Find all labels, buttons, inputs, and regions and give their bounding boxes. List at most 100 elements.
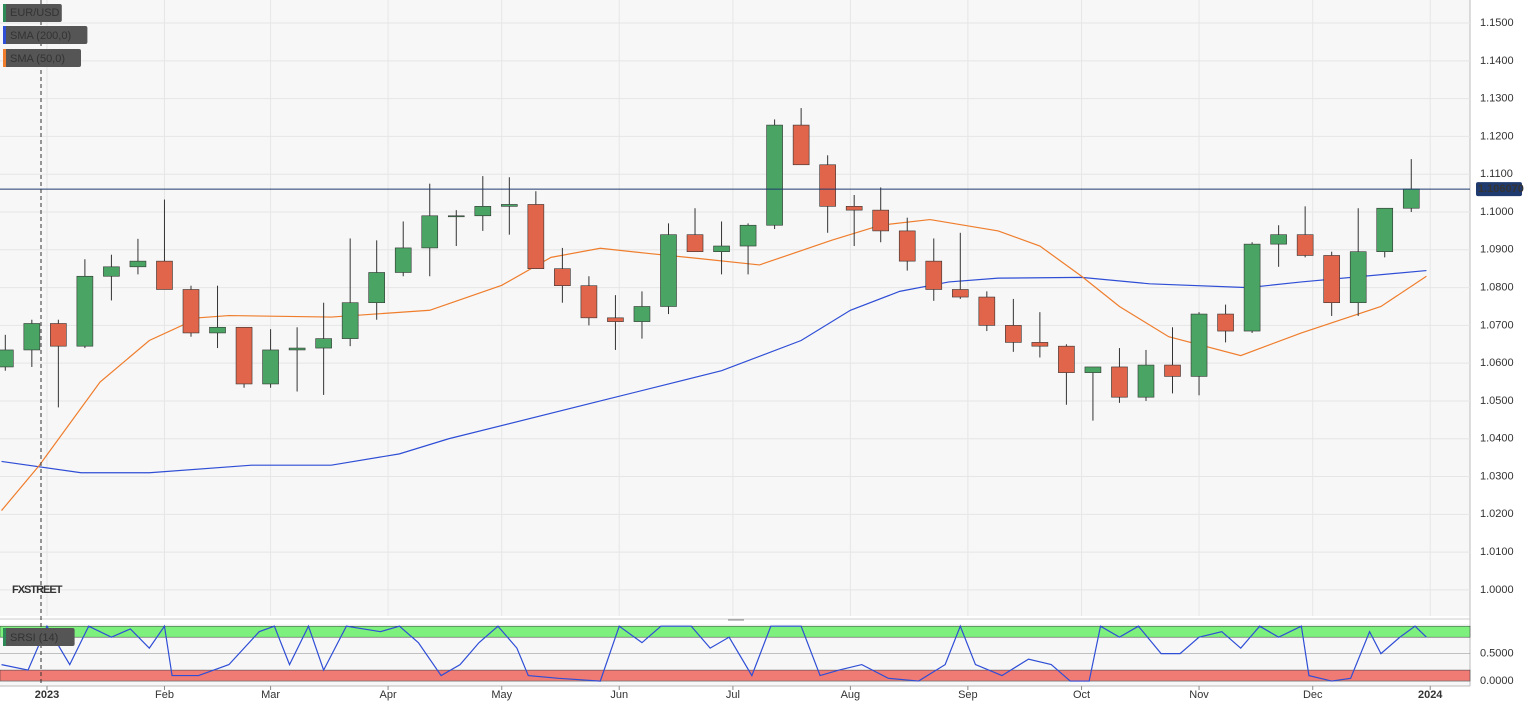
candle-body <box>1058 345 1075 373</box>
candle-body <box>182 289 200 334</box>
candle-body <box>1376 207 1394 252</box>
main-panel <box>0 0 1470 616</box>
y-tick-label: 1.1500 <box>1480 17 1514 29</box>
candle-body <box>50 323 67 347</box>
candle-body <box>713 245 730 252</box>
candle-body <box>474 206 492 217</box>
x-tick-label: Mar <box>261 689 280 701</box>
legend-label: SMA (200,0) <box>10 30 71 42</box>
line-series <box>1 624 1427 682</box>
candle-body <box>845 206 863 211</box>
candle-body <box>951 289 969 298</box>
band <box>0 669 1471 682</box>
candle-body <box>1270 234 1287 245</box>
x-tick-label: Feb <box>155 689 174 701</box>
y-tick-label: 1.0900 <box>1480 244 1514 256</box>
x-tick-label: Dec <box>1303 689 1323 701</box>
candle-body <box>394 247 412 273</box>
y-tick-label: 1.0000 <box>1480 584 1514 596</box>
candle-body <box>1084 366 1102 373</box>
candle-body <box>1402 188 1420 209</box>
candle-body <box>660 234 677 307</box>
candle-body <box>580 285 598 319</box>
legend-swatch <box>3 628 6 646</box>
x-tick-label: Aug <box>841 689 861 701</box>
x-tick-label: 2024 <box>1418 689 1443 701</box>
candle-body <box>554 268 571 287</box>
candle-body <box>1137 364 1155 398</box>
y-tick-label: 1.0600 <box>1480 357 1514 369</box>
x-tick-label: Sep <box>958 689 978 701</box>
candle-body <box>978 296 996 326</box>
x-tick-label: 2023 <box>35 689 59 701</box>
y-tick-label: 0.5000 <box>1480 648 1514 660</box>
candle-body <box>368 272 385 304</box>
y-tick-label: 0.0000 <box>1480 675 1514 687</box>
candle-body <box>23 323 41 351</box>
y-tick-label: 1.0400 <box>1480 433 1514 445</box>
line-series <box>1 218 1427 511</box>
y-tick-label: 1.1200 <box>1480 130 1514 142</box>
candle-body <box>1349 251 1367 304</box>
candle-body <box>235 326 253 385</box>
y-tick-label: 1.1100 <box>1480 168 1513 180</box>
y-tick-label: 1.1300 <box>1480 93 1514 105</box>
x-tick-label: Jul <box>726 689 740 701</box>
legend-swatch <box>3 49 6 67</box>
candle-body <box>1031 342 1049 347</box>
candle-body <box>288 347 306 351</box>
candle-body <box>1111 366 1128 398</box>
y-tick-label: 1.0100 <box>1480 546 1514 558</box>
x-tick-label: Jun <box>610 689 628 701</box>
candle-body <box>1190 313 1208 377</box>
x-tick-label: Nov <box>1189 689 1209 701</box>
candle-body <box>341 302 359 339</box>
band <box>0 625 1471 638</box>
line-series <box>1 269 1427 474</box>
y-tick-label: 1.0200 <box>1480 508 1514 520</box>
candle-body <box>501 204 518 207</box>
y-tick-label: 1.1000 <box>1480 206 1514 218</box>
x-tick-label: May <box>491 689 512 701</box>
candle-body <box>686 234 704 252</box>
candle-body <box>1243 243 1261 332</box>
candle-body <box>1005 325 1022 343</box>
legend-tag <box>3 49 81 67</box>
y-tick-label: 1.0300 <box>1480 470 1514 482</box>
candle-body <box>0 349 14 368</box>
y-tick-label: 1.0800 <box>1480 281 1514 293</box>
candle-body <box>1296 234 1314 256</box>
watermark: FXSTREET <box>12 584 63 596</box>
candle-body <box>1323 255 1340 304</box>
candle-body <box>262 349 279 385</box>
candle-body <box>447 215 465 218</box>
candle-body <box>872 209 890 232</box>
last-price-label: 1.106070 <box>1478 183 1524 195</box>
x-tick-label: Apr <box>379 689 396 701</box>
candle-body <box>819 164 836 207</box>
candle-body <box>421 215 439 249</box>
candle-body <box>315 338 332 349</box>
y-tick-label: 1.1400 <box>1480 55 1514 67</box>
legend-label: SRSI (14) <box>10 632 58 644</box>
x-tick-label: Oct <box>1073 689 1090 701</box>
candle-body <box>1217 313 1234 332</box>
y-tick-label: 1.0700 <box>1480 319 1514 331</box>
candle-body <box>607 317 624 322</box>
legend-label: EUR/USD <box>10 7 60 19</box>
y-tick-label: 1.0500 <box>1480 395 1514 407</box>
candle-body <box>209 326 226 334</box>
candle-body <box>1164 364 1181 377</box>
candle-body <box>129 260 147 268</box>
legend-swatch <box>3 4 6 22</box>
candle-body <box>766 124 783 226</box>
legend-tag <box>3 4 62 22</box>
legend-tag <box>3 628 75 646</box>
candle-body <box>156 260 173 290</box>
legend-swatch <box>3 26 6 44</box>
candle-body <box>633 306 651 322</box>
candle-body <box>103 266 120 277</box>
candle-body <box>76 275 94 347</box>
